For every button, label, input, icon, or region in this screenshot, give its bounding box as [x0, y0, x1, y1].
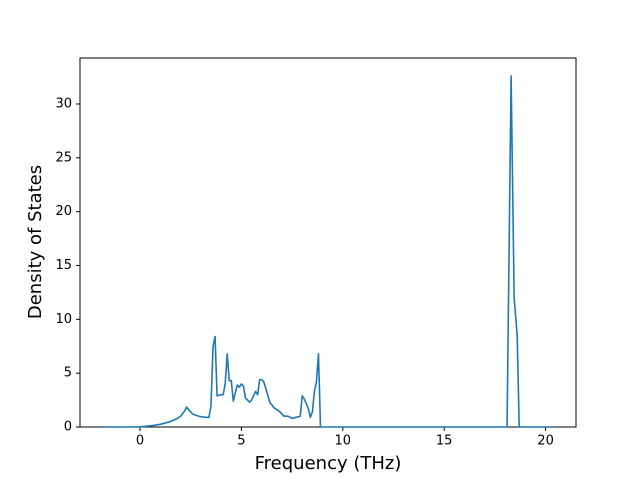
x-tick-label: 0: [136, 434, 144, 449]
y-axis-label: Density of States: [25, 165, 46, 319]
x-tick-label: 20: [537, 434, 554, 449]
x-tick-label: 10: [335, 434, 352, 449]
plot-frame: [79, 57, 577, 428]
y-tick-label: 10: [55, 312, 72, 327]
line-series: [102, 75, 554, 428]
y-tick-label: 0: [64, 420, 72, 435]
y-tick-label: 5: [64, 366, 72, 381]
x-tick-label: 5: [237, 434, 245, 449]
x-axis-label: Frequency (THz): [255, 453, 402, 474]
y-tick-label: 20: [55, 204, 72, 219]
y-tick-label: 25: [55, 150, 72, 165]
y-tick-label: 15: [55, 258, 72, 273]
y-tick-label: 30: [55, 96, 72, 111]
x-tick-label: 15: [436, 434, 453, 449]
